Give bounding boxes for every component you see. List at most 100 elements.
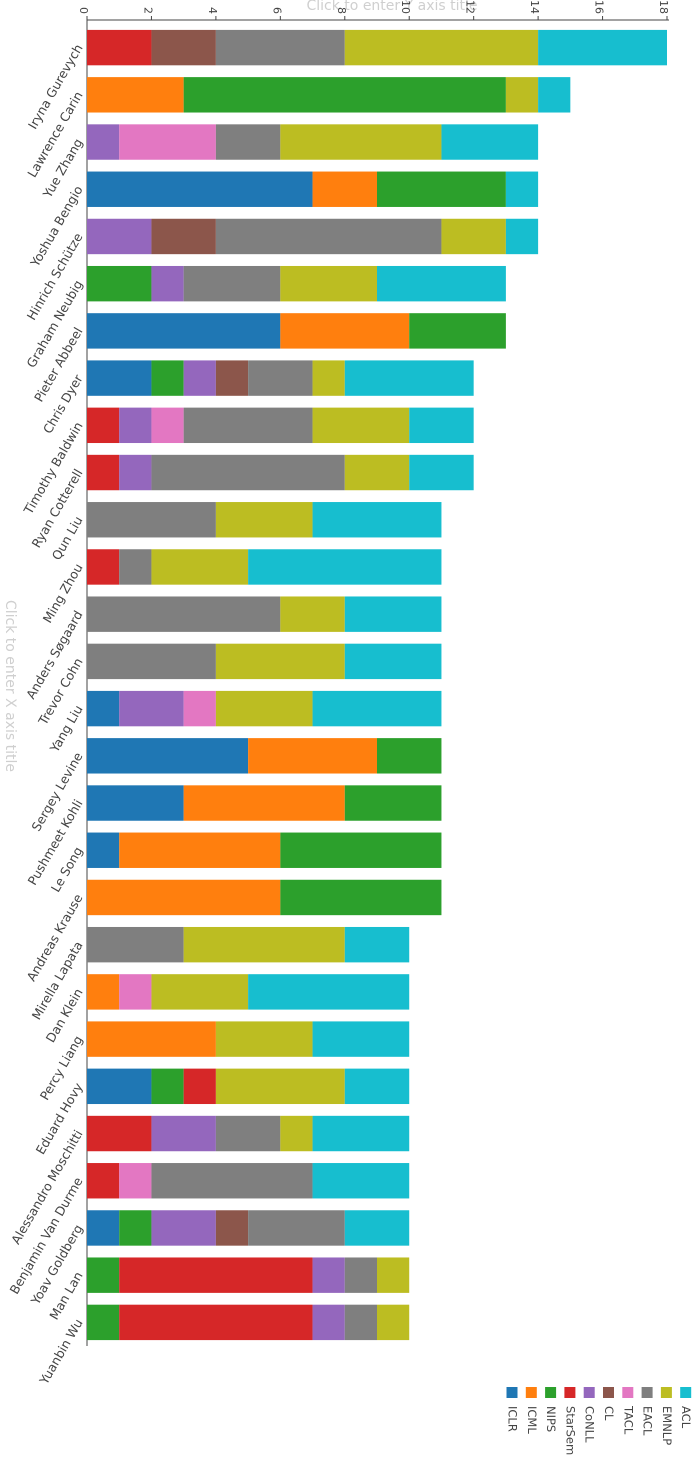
bar-segment — [87, 171, 313, 207]
legend-label: ACL — [679, 1406, 693, 1429]
bar-segment — [151, 1115, 216, 1152]
bar-segment — [183, 1068, 216, 1105]
legend-swatch — [564, 1387, 576, 1398]
bar-segment — [312, 1257, 345, 1293]
bar-segment — [538, 29, 667, 66]
bar-segment — [215, 218, 442, 255]
bar-segment — [248, 738, 377, 774]
bar-segment — [87, 1115, 152, 1152]
bar-segment — [409, 313, 506, 349]
bar-segment — [119, 832, 281, 868]
bar-segment — [151, 1068, 184, 1105]
bar-segment — [215, 29, 345, 66]
legend-label: NIPS — [544, 1406, 558, 1432]
bar-segment — [280, 265, 377, 302]
bar-segment — [87, 926, 184, 963]
bar-segment — [87, 1068, 152, 1105]
x-tick-label: 10 — [399, 0, 412, 14]
x-tick-label: 4 — [206, 7, 219, 14]
bar-segment — [280, 879, 442, 916]
bar-segment — [183, 690, 216, 727]
legend-label: TACL — [621, 1405, 635, 1435]
bar-segment — [87, 313, 281, 349]
bar-segment — [87, 265, 152, 302]
bar-segment — [87, 454, 120, 491]
bar-segment — [87, 879, 281, 916]
bar-segment — [119, 974, 152, 1010]
legend-label: EACL — [641, 1406, 655, 1436]
bar-segment — [151, 974, 249, 1010]
x-axis-title[interactable]: Click to enter Y axis title — [307, 0, 478, 14]
bar-segment — [344, 785, 442, 821]
legend-swatch — [622, 1387, 634, 1398]
legend-label: CoNLL — [583, 1406, 597, 1443]
bar-segment — [87, 360, 152, 396]
legend-swatch — [583, 1387, 595, 1398]
bar-segment — [151, 407, 184, 444]
x-tick-label: 0 — [77, 7, 90, 14]
bar-segment — [280, 313, 410, 349]
bar-segment — [280, 832, 442, 868]
bar-segment — [119, 690, 184, 727]
bar-segment — [344, 1304, 377, 1341]
bar-segment — [119, 1257, 313, 1293]
bar-segment — [215, 360, 249, 396]
bar-segment — [312, 1304, 345, 1341]
bar-segment — [87, 124, 120, 160]
bar-segment — [280, 1115, 313, 1152]
bar-segment — [151, 454, 345, 491]
legend-swatch — [641, 1387, 653, 1398]
bar-segment — [119, 124, 216, 160]
y-category-label: Sergey Levine — [28, 749, 85, 833]
bar-segment — [87, 785, 184, 821]
bar-segment — [312, 171, 377, 207]
bar-segment — [119, 407, 152, 444]
legend-label: StarSem — [563, 1406, 577, 1455]
bar-segment — [183, 785, 345, 821]
bar-segment — [151, 360, 184, 396]
bar-segment — [87, 29, 152, 66]
bar-segment — [344, 643, 442, 680]
bar-segment — [538, 77, 571, 113]
bar-segment — [87, 974, 120, 1010]
bar-segment — [87, 1304, 120, 1341]
y-axis-title[interactable]: Click to enter X axis title — [2, 600, 18, 772]
bar-segment — [215, 1021, 313, 1057]
legend-label: CL — [602, 1406, 616, 1421]
bar-segment — [280, 124, 442, 160]
bar-segment — [215, 502, 313, 538]
legend-swatch — [506, 1387, 518, 1398]
bar-segment — [87, 407, 120, 444]
bar-segment — [87, 218, 152, 255]
bar-segment — [377, 171, 506, 207]
bar-segment — [151, 29, 216, 66]
bar-segment — [183, 77, 506, 113]
bar-segment — [151, 1163, 313, 1199]
x-tick-label: 2 — [141, 7, 154, 14]
bar-segment — [312, 360, 345, 396]
bar-segment — [151, 1210, 216, 1246]
bar-segment — [441, 218, 506, 255]
x-tick-label: 12 — [464, 0, 477, 14]
bar-segment — [215, 643, 345, 680]
bar-segment — [87, 832, 120, 868]
bar-segment — [377, 1304, 410, 1341]
bar-segment — [344, 1257, 377, 1293]
bar-segment — [280, 596, 345, 632]
legend-swatch — [603, 1387, 614, 1398]
x-tick-label: 14 — [528, 0, 541, 14]
legend-label: ICLR — [506, 1406, 520, 1432]
legend-label: EMNLP — [660, 1406, 674, 1445]
legend-swatch — [660, 1387, 672, 1398]
legend-swatch — [545, 1387, 557, 1398]
bar-segment — [505, 218, 539, 255]
bar-segment — [215, 690, 313, 727]
bar-segment — [409, 407, 474, 444]
bar-segment — [312, 1115, 410, 1152]
bar-segment — [119, 1163, 152, 1199]
bar-segment — [312, 407, 410, 444]
bar-segment — [248, 360, 313, 396]
bar-segment — [344, 360, 474, 396]
bar-segment — [151, 265, 184, 302]
